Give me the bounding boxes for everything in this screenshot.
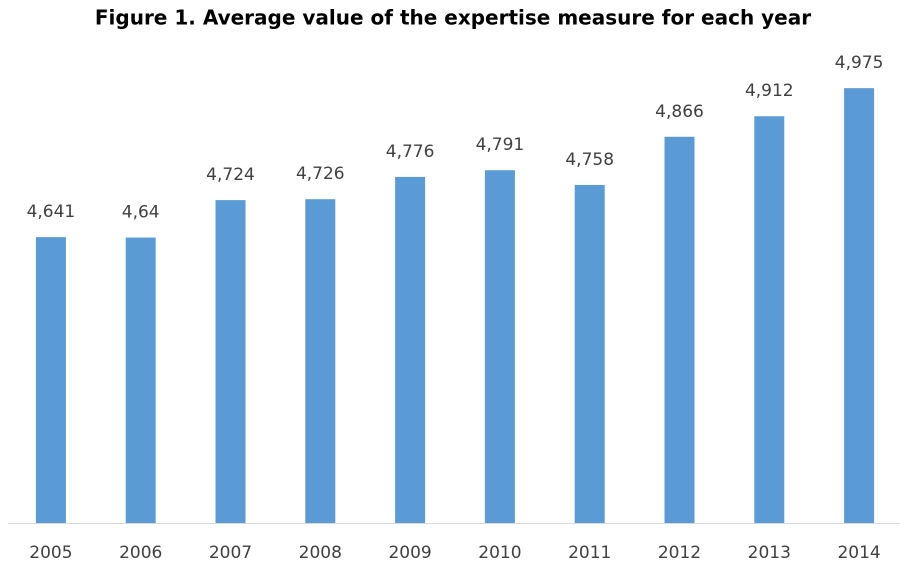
data-label: 4,64 — [122, 203, 160, 223]
bar — [35, 237, 66, 523]
bar — [215, 200, 246, 523]
x-tick-label: 2007 — [209, 543, 252, 563]
data-label: 4,791 — [476, 135, 525, 155]
bar — [305, 199, 336, 524]
bar — [574, 184, 605, 523]
bar — [754, 116, 785, 524]
x-tick-label: 2012 — [658, 543, 701, 563]
data-label: 4,758 — [565, 150, 614, 170]
x-tick-label: 2009 — [388, 543, 431, 563]
data-label: 4,724 — [206, 165, 255, 185]
data-label: 4,912 — [745, 81, 794, 101]
x-tick-label: 2011 — [568, 543, 611, 563]
x-tick-label: 2010 — [478, 543, 521, 563]
bar — [395, 176, 426, 524]
data-label: 4,776 — [386, 142, 435, 162]
bar — [125, 237, 156, 523]
x-tick-label: 2014 — [837, 543, 880, 563]
data-label: 4,726 — [296, 164, 345, 184]
data-label: 4,866 — [655, 102, 704, 122]
x-tick-label: 2008 — [299, 543, 342, 563]
bar — [664, 136, 695, 523]
data-label: 4,975 — [835, 53, 884, 73]
bar — [844, 88, 875, 524]
x-tick-label: 2006 — [119, 543, 162, 563]
data-label: 4,641 — [27, 202, 76, 222]
chart-title: Figure 1. Average value of the expertise… — [95, 6, 811, 30]
x-tick-label: 2013 — [748, 543, 791, 563]
bar — [484, 170, 515, 524]
x-tick-label: 2005 — [29, 543, 72, 563]
